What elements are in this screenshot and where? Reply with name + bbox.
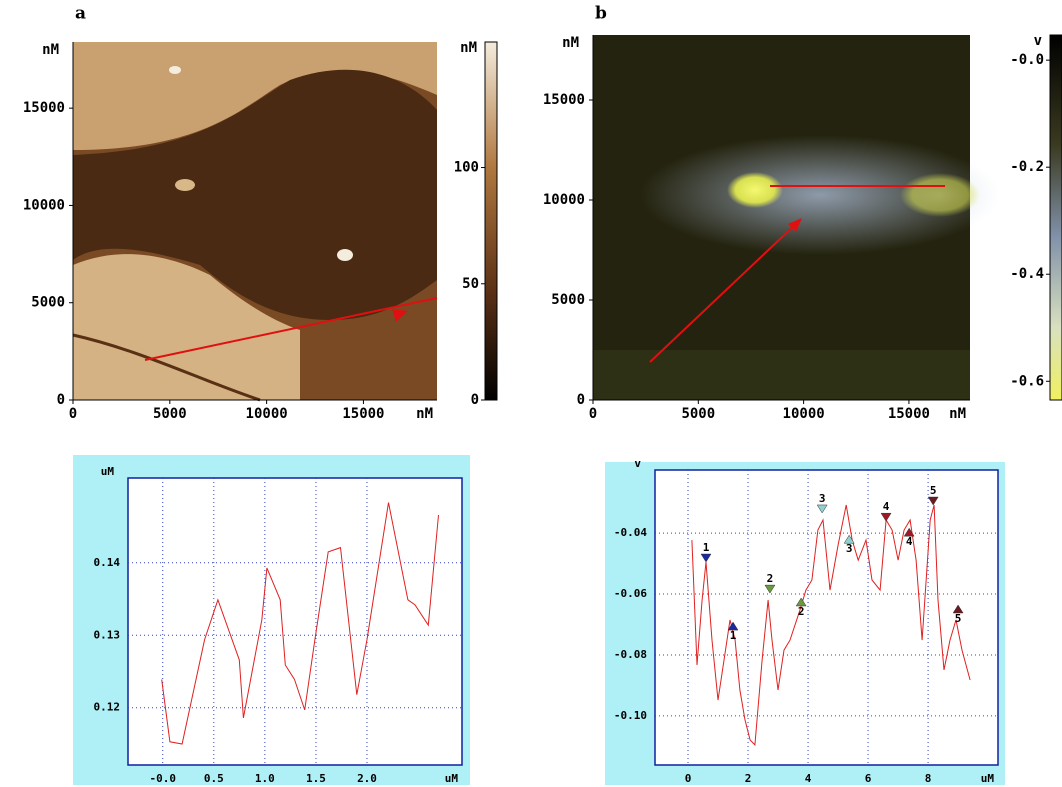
afm-image-a [72, 42, 438, 402]
colorbar-tick-label: -0.0 [1010, 52, 1044, 68]
cursor-label: 3 [819, 492, 826, 505]
plot-area [127, 477, 463, 766]
cursor-marker [795, 597, 807, 607]
x-axis-label: nM [416, 406, 433, 422]
cursor-marker [764, 584, 776, 594]
x-tick-label: 15000 [342, 406, 384, 422]
colorbar [1049, 34, 1062, 401]
cursor-label: 5 [955, 612, 962, 625]
x-tick-label: 4 [805, 772, 812, 785]
y-tick-label: 5000 [551, 292, 585, 308]
profile-line [691, 504, 971, 747]
x-tick-label: 0 [69, 406, 77, 422]
plot-area [654, 469, 999, 766]
colorbar-tick-label: -0.4 [1010, 266, 1044, 282]
afm-image-b [593, 35, 1000, 400]
colorbar-tick-label: 50 [462, 276, 479, 292]
y-tick-label: 5000 [31, 295, 65, 311]
cursor-label: 2 [767, 572, 774, 585]
x-tick-label: 5000 [153, 406, 187, 422]
cursor-marker [700, 553, 712, 563]
cursor-marker [727, 621, 739, 631]
cursor-marker [903, 527, 915, 537]
cursor-marker [843, 534, 855, 544]
x-tick-label: 2 [745, 772, 752, 785]
colorbar-tick-label: 100 [454, 160, 479, 176]
profile-line [161, 502, 439, 745]
x-tick-label: 0 [685, 772, 692, 785]
y-tick-label: 0.12 [94, 701, 121, 714]
colorbar [484, 41, 498, 401]
y-axis-label: nM [562, 35, 579, 51]
cursor-marker [816, 504, 828, 514]
x-tick-label: 8 [925, 772, 932, 785]
colorbar-tick-label: -0.2 [1010, 159, 1044, 175]
x-tick-label: 5000 [681, 406, 715, 422]
cursor-label: 5 [930, 484, 937, 497]
y-tick-label: 10000 [23, 197, 65, 213]
x-tick-label: 1.0 [255, 772, 275, 785]
cursor-label: 3 [846, 542, 853, 555]
y-tick-label: 0 [577, 392, 585, 408]
colorbar-label: nM [460, 40, 477, 56]
cursor-label: 1 [730, 629, 737, 642]
x-tick-label: 2.0 [357, 772, 377, 785]
cursor-label: 4 [906, 535, 913, 548]
x-axis-label: nM [949, 406, 966, 422]
x-axis-label: uM [445, 772, 459, 785]
x-axis-label: uM [981, 772, 995, 785]
y-tick-label: 0 [57, 392, 65, 408]
y-tick-label: -0.06 [614, 587, 647, 600]
colorbar-tick-label: 0 [471, 392, 479, 408]
y-tick-label: 0.13 [94, 628, 121, 641]
y-axis-label: uM [101, 465, 115, 478]
y-tick-label: -0.08 [614, 648, 647, 661]
x-tick-label: 1.5 [306, 772, 326, 785]
cursor-marker [952, 604, 964, 614]
x-tick-label: 15000 [888, 406, 930, 422]
cursor-marker [927, 496, 939, 506]
colorbar-tick-label: -0.6 [1010, 373, 1044, 389]
cursor-marker [880, 512, 892, 522]
y-tick-label: 15000 [23, 100, 65, 116]
y-tick-label: 15000 [543, 92, 585, 108]
y-axis-label: v [634, 457, 641, 470]
cursor-label: 2 [798, 605, 805, 618]
x-tick-label: 0 [589, 406, 597, 422]
x-tick-label: 6 [865, 772, 872, 785]
y-tick-label: -0.04 [614, 526, 647, 539]
cursor-label: 4 [883, 500, 890, 513]
x-tick-label: -0.0 [149, 772, 176, 785]
panel-label: a [75, 4, 86, 24]
y-axis-label: nM [42, 42, 59, 58]
y-tick-label: 0.14 [94, 556, 121, 569]
y-tick-label: -0.10 [614, 709, 647, 722]
x-tick-label: 10000 [783, 406, 825, 422]
y-tick-label: 10000 [543, 192, 585, 208]
cursor-label: 1 [703, 541, 710, 554]
x-tick-label: 0.5 [204, 772, 224, 785]
x-tick-label: 10000 [246, 406, 288, 422]
panel-label: b [595, 4, 607, 24]
colorbar-label: v [1034, 33, 1042, 49]
